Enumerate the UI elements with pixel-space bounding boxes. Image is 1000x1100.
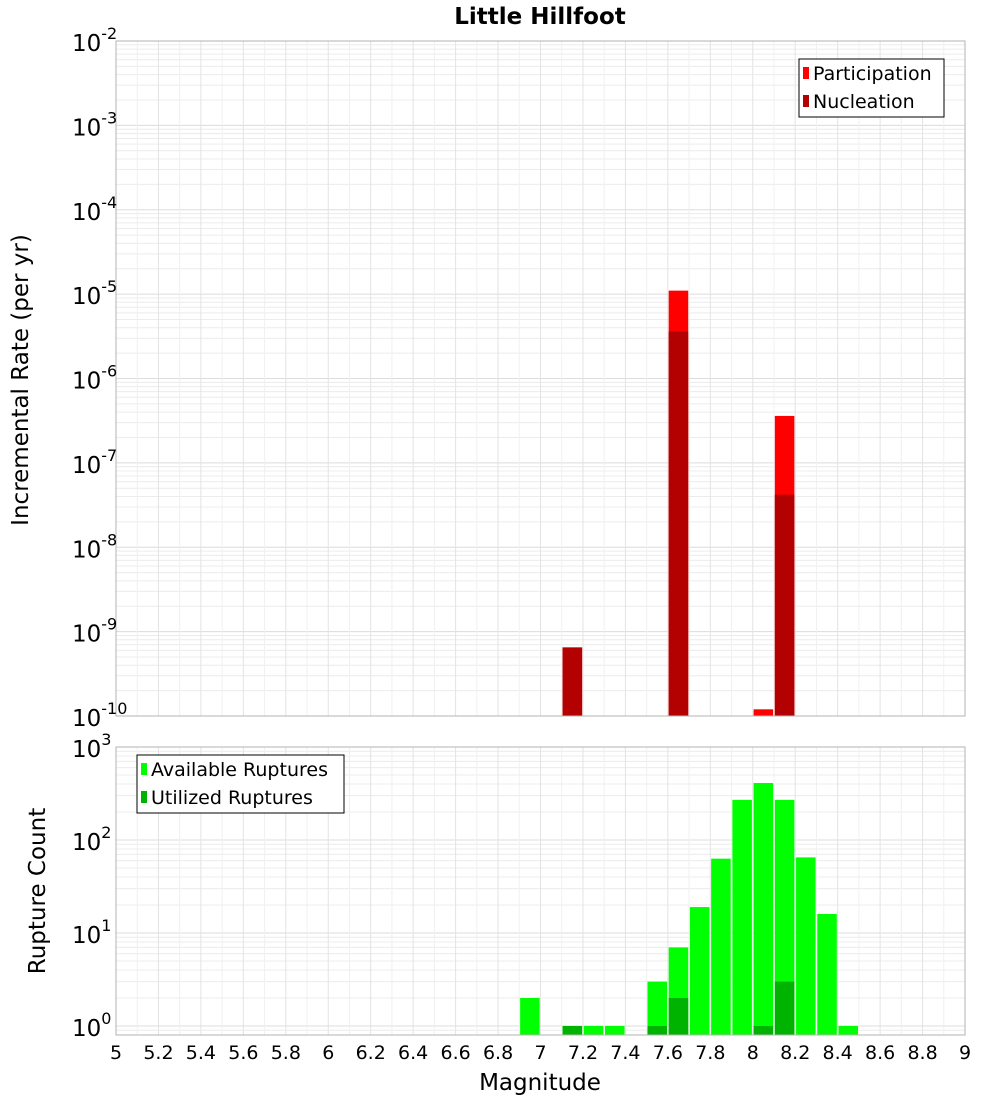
bar-available-ruptures xyxy=(817,914,837,1035)
y-tick-label: 100 xyxy=(72,1009,111,1042)
legend-swatch xyxy=(141,791,147,803)
top-y-axis-label: Incremental Rate (per yr) xyxy=(8,234,34,526)
x-tick-label: 5.8 xyxy=(271,1042,301,1064)
y-tick-label: 103 xyxy=(72,730,111,763)
bar-available-ruptures xyxy=(753,783,774,1035)
bar-available-ruptures xyxy=(732,799,752,1035)
y-tick-label: 10-8 xyxy=(72,530,117,563)
bar-utilized-ruptures xyxy=(753,1025,774,1035)
bar-available-ruptures xyxy=(689,907,710,1035)
bar-available-ruptures xyxy=(774,799,795,1035)
x-ticks: 5 5.2 5.4 5.6 5.8 6 6.2 6.4 6.6 6.8 7 7.2 7.4 7.6 7.8 8… xyxy=(110,1042,971,1064)
chart-title: Little Hillfoot xyxy=(454,4,626,30)
bar-utilized-ruptures xyxy=(774,981,795,1035)
x-tick-label: 7.8 xyxy=(695,1042,725,1064)
x-tick-label: 8.2 xyxy=(780,1042,810,1064)
x-tick-label: 5.4 xyxy=(186,1042,216,1064)
bar-available-ruptures xyxy=(796,857,816,1035)
bar-utilized-ruptures xyxy=(668,997,689,1035)
x-tick-label: 8.8 xyxy=(907,1042,937,1064)
bar-utilized-ruptures xyxy=(562,1025,583,1035)
top-bars xyxy=(562,290,795,716)
bottom-y-axis-label: Rupture Count xyxy=(25,808,51,974)
top-y-ticks: 10-2 10-3 10-4 10-5 10-6 10-7 10-8 10-9 10-10 xyxy=(72,24,127,732)
x-tick-label: 8.4 xyxy=(823,1042,853,1064)
bottom-gridlines xyxy=(115,746,966,1036)
y-tick-label: 10-6 xyxy=(72,362,117,395)
legend-label: Nucleation xyxy=(813,91,915,113)
y-tick-label: 10-9 xyxy=(72,615,117,648)
bar-utilized-ruptures xyxy=(647,1025,668,1035)
x-tick-label: 6.8 xyxy=(483,1042,513,1064)
legend-label: Available Ruptures xyxy=(151,759,328,781)
x-tick-label: 9 xyxy=(959,1042,971,1064)
bar-available-ruptures xyxy=(838,1025,859,1035)
top-gridlines xyxy=(115,40,966,717)
x-tick-label: 7.6 xyxy=(653,1042,683,1064)
bar-nucleation xyxy=(668,331,689,716)
x-tick-label: 5.2 xyxy=(143,1042,173,1064)
legend-box xyxy=(136,754,345,814)
legend-label: Participation xyxy=(813,63,932,85)
bar-participation xyxy=(753,709,774,716)
y-tick-label: 10-4 xyxy=(72,193,117,226)
bar-available-ruptures xyxy=(583,1025,604,1035)
y-tick-label: 10-2 xyxy=(72,24,117,57)
legend-label: Utilized Ruptures xyxy=(151,787,313,809)
legend-swatch xyxy=(803,67,809,79)
bar-nucleation xyxy=(774,494,795,716)
x-tick-label: 7.2 xyxy=(568,1042,598,1064)
bottom-plot-frame xyxy=(115,746,966,1036)
top-plot-frame xyxy=(115,40,966,717)
x-tick-label: 6.2 xyxy=(356,1042,386,1064)
legend-swatch xyxy=(803,95,809,107)
x-tick-label: 5.6 xyxy=(228,1042,258,1064)
bottom-bars xyxy=(520,783,859,1035)
bottom-legend: Available Ruptures Utilized Ruptures xyxy=(136,754,345,814)
y-tick-label: 102 xyxy=(72,823,111,856)
bar-available-ruptures xyxy=(520,997,540,1035)
bar-available-ruptures xyxy=(711,858,731,1035)
x-tick-label: 6.6 xyxy=(440,1042,470,1064)
x-tick-label: 8.6 xyxy=(865,1042,895,1064)
legend-box xyxy=(798,58,945,118)
x-tick-label: 6 xyxy=(322,1042,334,1064)
y-tick-label: 10-5 xyxy=(72,277,117,310)
bar-available-ruptures xyxy=(605,1025,625,1035)
rupture-count-panel: 103 102 101 100 5 5.2 5.4 5.6 5.8 6 6.2 6.4 6.6 6.8 7… xyxy=(25,730,971,1096)
bar-nucleation xyxy=(562,647,583,716)
bottom-y-ticks: 103 102 101 100 xyxy=(72,730,111,1042)
bar-available-ruptures xyxy=(647,981,668,1035)
y-tick-label: 10-3 xyxy=(72,108,117,141)
y-tick-label: 10-10 xyxy=(72,699,127,732)
y-tick-label: 10-7 xyxy=(72,446,117,479)
x-tick-label: 6.4 xyxy=(398,1042,428,1064)
legend-swatch xyxy=(141,763,147,775)
participation-nucleation-panel: 10-2 10-3 10-4 10-5 10-6 10-7 10-8 10-9 10-10 In… xyxy=(8,24,966,732)
x-tick-label: 7.4 xyxy=(610,1042,640,1064)
x-tick-label: 7 xyxy=(534,1042,546,1064)
x-axis-label: Magnitude xyxy=(479,1070,601,1096)
top-legend: Participation Nucleation xyxy=(798,58,945,118)
x-tick-label: 5 xyxy=(110,1042,122,1064)
x-tick-label: 8 xyxy=(747,1042,759,1064)
y-tick-label: 101 xyxy=(72,916,111,949)
